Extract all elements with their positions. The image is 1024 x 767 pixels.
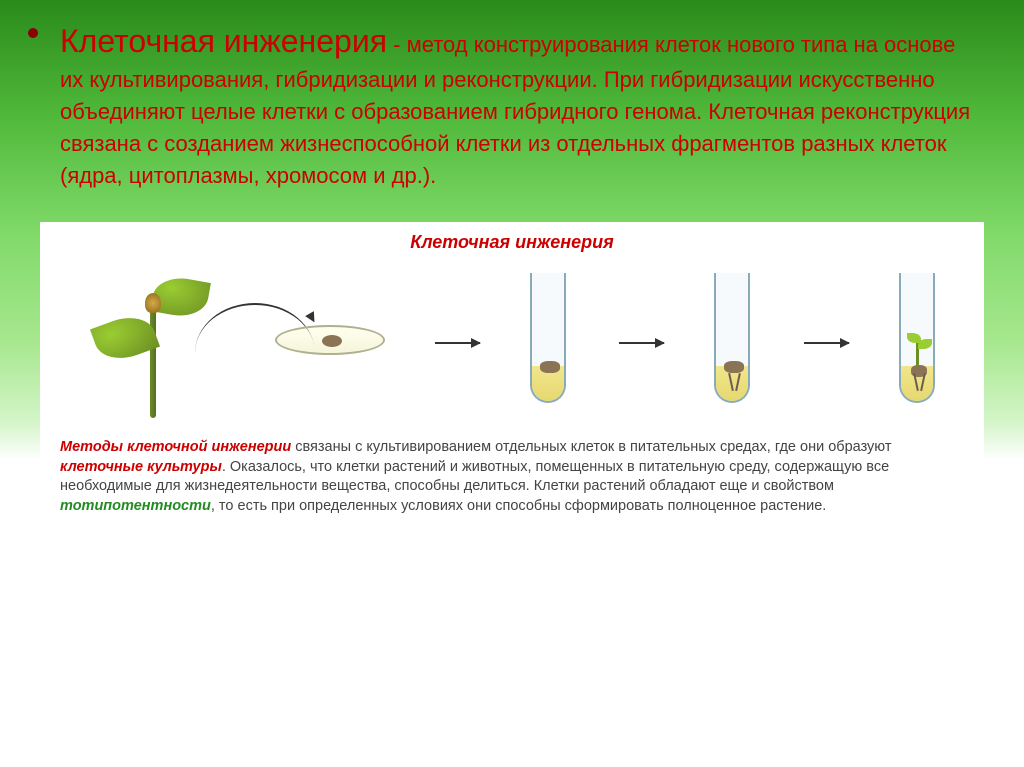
arrow-icon bbox=[804, 342, 849, 344]
title-term: Клеточная инженерия bbox=[60, 23, 387, 59]
test-tube-1-icon bbox=[530, 273, 570, 413]
diagram-title: Клеточная инженерия bbox=[60, 232, 964, 253]
arrow-icon bbox=[435, 342, 480, 344]
test-tube-3-icon bbox=[899, 273, 939, 413]
cell-engineering-diagram bbox=[60, 263, 964, 423]
main-paragraph: Клеточная инженерия - метод конструирова… bbox=[60, 18, 984, 192]
desc-term-cultures: клеточные культуры bbox=[60, 459, 222, 475]
diagram-section: Клеточная инженерия bbox=[40, 222, 984, 536]
bullet-point bbox=[28, 28, 38, 38]
petri-dish-icon bbox=[275, 325, 385, 360]
slide-content: Клеточная инженерия - метод конструирова… bbox=[0, 0, 1024, 767]
desc-part1: связаны с культивированием отдельных кле… bbox=[291, 439, 891, 455]
plant-cutting-icon bbox=[85, 268, 225, 418]
description-paragraph: Методы клеточной инженерии связаны с кул… bbox=[60, 438, 964, 516]
desc-term-methods: Методы клеточной инженерии bbox=[60, 439, 291, 455]
arrow-icon bbox=[619, 342, 664, 344]
desc-term-totipotency: тотипотентности bbox=[60, 498, 211, 514]
test-tube-2-icon bbox=[714, 273, 754, 413]
desc-part3: , то есть при определенных условиях они … bbox=[211, 498, 826, 514]
title-dash: - bbox=[387, 32, 407, 57]
